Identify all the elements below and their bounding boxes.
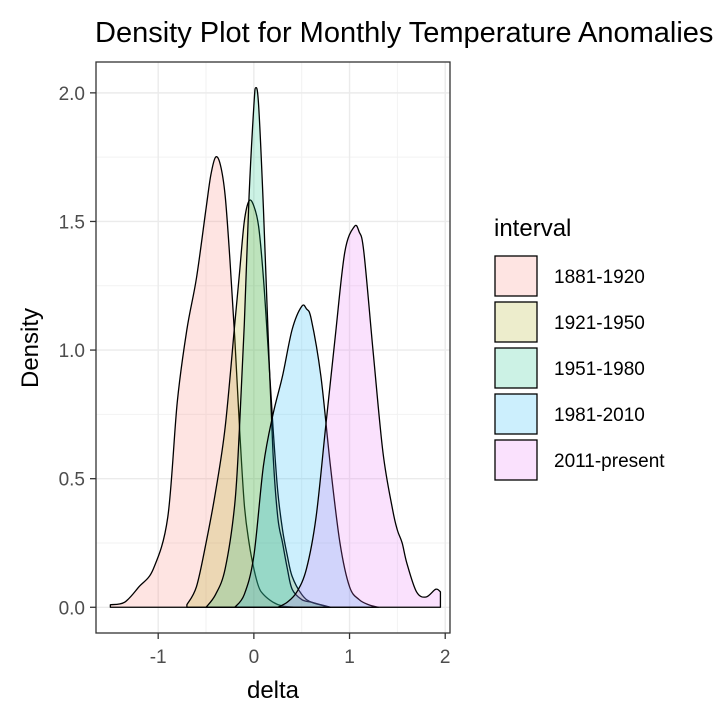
legend-label: 1981-2010 — [554, 405, 645, 426]
legend-item-1921-1950: 1921-1950 — [494, 301, 645, 343]
density-outline-2011-present — [277, 224, 442, 608]
legend-key-bg — [494, 347, 538, 389]
legend-key-bg — [494, 255, 538, 297]
grid-lines — [96, 62, 450, 633]
plot-panel — [95, 61, 451, 634]
y-tick-label: 1.0 — [59, 341, 85, 362]
y-tick-label: 0.0 — [59, 598, 85, 619]
legend-key-swatch — [494, 347, 538, 389]
legend: interval 1881-1920 1921-1950 1951-1980 1981… — [494, 215, 665, 481]
x-tick-label: 2 — [440, 647, 451, 668]
legend-item-1981-2010: 1981-2010 — [494, 393, 645, 435]
y-tick-label: 0.5 — [59, 470, 85, 491]
y-axis: 0.0 0.5 1.0 1.5 2.0 — [59, 84, 96, 619]
legend-key-bg — [494, 393, 538, 435]
density-area-1981-2010 — [234, 304, 379, 608]
density-area-1881-1920 — [110, 156, 297, 608]
legend-key-swatch — [494, 439, 538, 481]
legend-label: 2011-present — [554, 451, 665, 472]
legend-title: interval — [494, 215, 571, 242]
legend-key-bg — [494, 439, 538, 481]
density-area-1921-1950 — [186, 200, 331, 608]
y-tick-label: 2.0 — [59, 84, 85, 105]
panel-border — [95, 61, 451, 634]
density-outline-1881-1920 — [109, 156, 298, 608]
legend-label: 1881-1920 — [554, 267, 645, 288]
x-tick-label: -1 — [150, 647, 167, 668]
legend-key-swatch — [494, 255, 538, 297]
x-tick-label: 0 — [249, 647, 260, 668]
legend-label: 1921-1950 — [554, 313, 645, 334]
chart-title: Density Plot for Monthly Temperature Ano… — [95, 17, 713, 49]
legend-item-1881-1920: 1881-1920 — [494, 255, 645, 297]
x-axis: -1 0 1 2 — [150, 633, 451, 668]
density-outline-1921-1950 — [186, 199, 332, 608]
legend-item-1951-1980: 1951-1980 — [494, 347, 645, 389]
legend-items: 1881-1920 1921-1950 1951-1980 1981-2010 2011… — [494, 255, 665, 481]
legend-key-bg — [494, 301, 538, 343]
density-area-2011-present — [277, 225, 441, 608]
x-tick-label: 1 — [344, 647, 355, 668]
x-axis-title: delta — [247, 677, 300, 704]
y-axis-title: Density — [17, 308, 44, 388]
legend-key-swatch — [494, 301, 538, 343]
legend-key-swatch — [494, 393, 538, 435]
legend-label: 1951-1980 — [554, 359, 645, 380]
y-tick-label: 1.5 — [59, 212, 85, 233]
legend-item-2011-present: 2011-present — [494, 439, 665, 481]
density-series — [109, 87, 442, 608]
density-outline-1981-2010 — [234, 304, 379, 608]
